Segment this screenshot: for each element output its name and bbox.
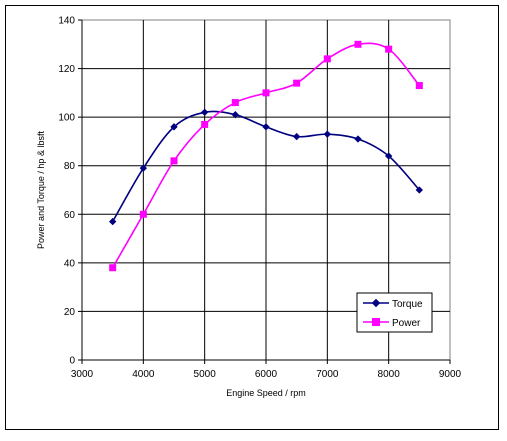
torque-point [415, 186, 424, 194]
power-point [170, 157, 178, 165]
legend-label-power: Power [392, 318, 421, 329]
power-point [231, 99, 239, 107]
torque-point [323, 130, 332, 138]
legend-box [356, 292, 433, 333]
y-tick-label: 40 [64, 258, 76, 269]
y-tick-label: 140 [58, 16, 75, 27]
torque-point [231, 111, 240, 119]
legend: Torque Power [356, 292, 433, 333]
legend-label-torque: Torque [392, 299, 423, 310]
legend-marker-power [372, 318, 380, 326]
x-tick-label: 7000 [316, 369, 339, 380]
x-tick-label: 3000 [71, 369, 94, 380]
x-axis-title: Engine Speed / rpm [226, 388, 306, 398]
power-point [354, 40, 362, 48]
power-point [323, 55, 331, 63]
power-point [385, 45, 393, 53]
x-tick-label: 4000 [132, 369, 155, 380]
x-tick-label: 9000 [439, 369, 462, 380]
y-tick-label: 60 [64, 210, 76, 221]
x-tick-label: 8000 [378, 369, 401, 380]
engine-chart: 0 20 40 60 80 100 120 140 3000 4000 5000 6000 7000 80… [36, 16, 462, 399]
y-tick-label: 80 [64, 161, 76, 172]
chart-frame: 0 20 40 60 80 100 120 140 3000 4000 5000 6000 7000 80… [5, 5, 499, 430]
torque-point [200, 108, 209, 116]
power-point [139, 210, 147, 218]
x-tick-label: 6000 [255, 369, 278, 380]
power-point [109, 264, 117, 272]
power-point [262, 89, 270, 97]
torque-point [262, 123, 270, 131]
torque-point [354, 135, 362, 143]
power-point [201, 120, 209, 128]
y-tick-label: 0 [69, 356, 75, 367]
power-point [293, 79, 301, 87]
power-point [415, 82, 423, 90]
series-layer [108, 40, 424, 272]
y-tick-label: 100 [58, 113, 75, 124]
y-tick-label: 20 [64, 307, 76, 318]
y-axis-title: Power and Torque / hp & lbsft [36, 131, 46, 249]
x-tick-label: 5000 [194, 369, 217, 380]
y-tick-label: 120 [58, 64, 75, 75]
torque-point [292, 132, 301, 141]
torque-point [139, 164, 148, 172]
torque-point [108, 217, 117, 226]
legend-marker-torque [371, 298, 381, 308]
axes: 0 20 40 60 80 100 120 140 3000 4000 5000 6000 7000 80… [58, 16, 461, 381]
